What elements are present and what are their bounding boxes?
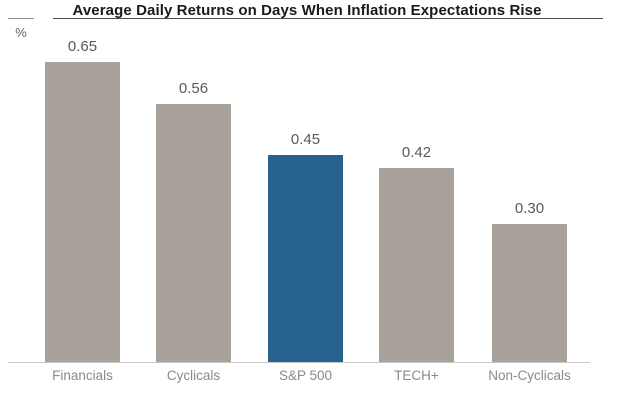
category-label-non-cyclicals: Non-Cyclicals [488, 368, 571, 383]
bar-value-label-tech: 0.42 [401, 144, 432, 161]
bar-tech [379, 168, 454, 362]
bar-cyclicals [156, 104, 231, 362]
bar-value-label-cyclicals: 0.56 [178, 80, 209, 97]
chart-title: Average Daily Returns on Days When Infla… [72, 2, 542, 19]
bar-value-label-s-p-500: 0.45 [290, 131, 321, 148]
category-label-s-p-500: S&P 500 [278, 368, 333, 383]
title-underline [53, 18, 603, 19]
bar-financials [45, 62, 120, 362]
unit-axis-rule [8, 18, 34, 19]
bar-value-label-non-cyclicals: 0.30 [514, 200, 545, 217]
bar-non-cyclicals [492, 224, 567, 362]
bar-s-p-500 [268, 155, 343, 362]
x-axis-line [8, 362, 590, 363]
bar-value-label-financials: 0.65 [67, 38, 98, 55]
category-label-tech: TECH+ [394, 368, 439, 383]
y-axis-unit-label: % [15, 25, 27, 40]
category-label-cyclicals: Cyclicals [166, 368, 221, 383]
category-label-financials: Financials [52, 368, 113, 383]
